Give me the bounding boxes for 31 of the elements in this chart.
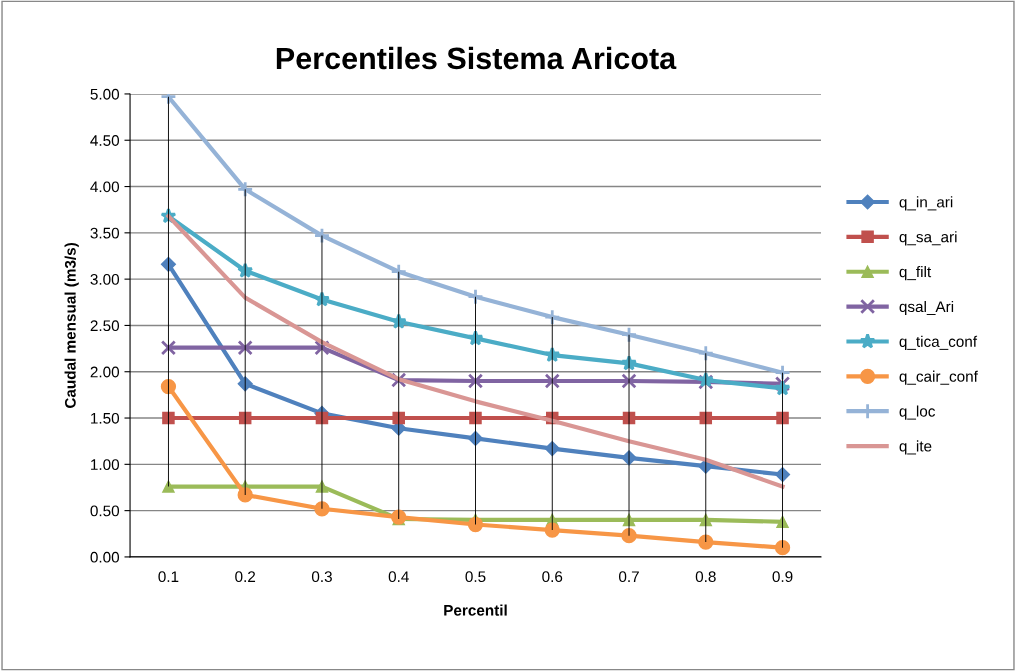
legend-label: q_sa_ari: [899, 231, 957, 246]
y-tick-label: 0.00: [90, 551, 120, 563]
y-tick-label: 1.00: [91, 459, 120, 471]
x-tick-label: 0.3: [311, 571, 332, 583]
y-tick-label: 3.50: [90, 227, 120, 239]
y-tick-label: 3.00: [90, 274, 120, 285]
x-tick-label: 0.6: [542, 571, 563, 583]
x-tick-label: 0.2: [235, 571, 256, 583]
x-axis-title: Percentil: [444, 604, 507, 616]
x-tick-label: 0.5: [465, 571, 486, 583]
legend-label: q_ite: [899, 440, 932, 455]
x-tick-label: 0.4: [388, 571, 409, 583]
y-tick-label: 0.50: [90, 505, 120, 517]
x-tick-label: 0.1: [158, 571, 179, 583]
y-axis-title: Caudal mensual (m3/s): [64, 242, 79, 409]
y-tick-label: 4.00: [90, 181, 120, 193]
y-tick-label: 5.00: [90, 88, 120, 100]
y-tick-label: 2.00: [90, 366, 120, 378]
y-tick-label: 4.50: [90, 135, 120, 146]
x-tick-label: 0.9: [772, 571, 793, 583]
legend-label: q_tica_conf: [899, 335, 978, 350]
x-tick-label: 0.8: [695, 571, 716, 583]
legend-label: q_loc: [899, 405, 936, 420]
x-tick-label: 0.7: [619, 571, 639, 583]
legend-label: q_cair_conf: [899, 370, 978, 385]
y-tick-label: 1.50: [91, 412, 120, 424]
y-tick-label: 2.50: [90, 320, 120, 332]
legend-label: q_in_ari: [899, 196, 953, 211]
chart-title: Percentiles Sistema Aricota: [276, 46, 677, 70]
legend-label: q_filt: [899, 266, 932, 281]
legend-label: qsal_Ari: [899, 300, 954, 316]
